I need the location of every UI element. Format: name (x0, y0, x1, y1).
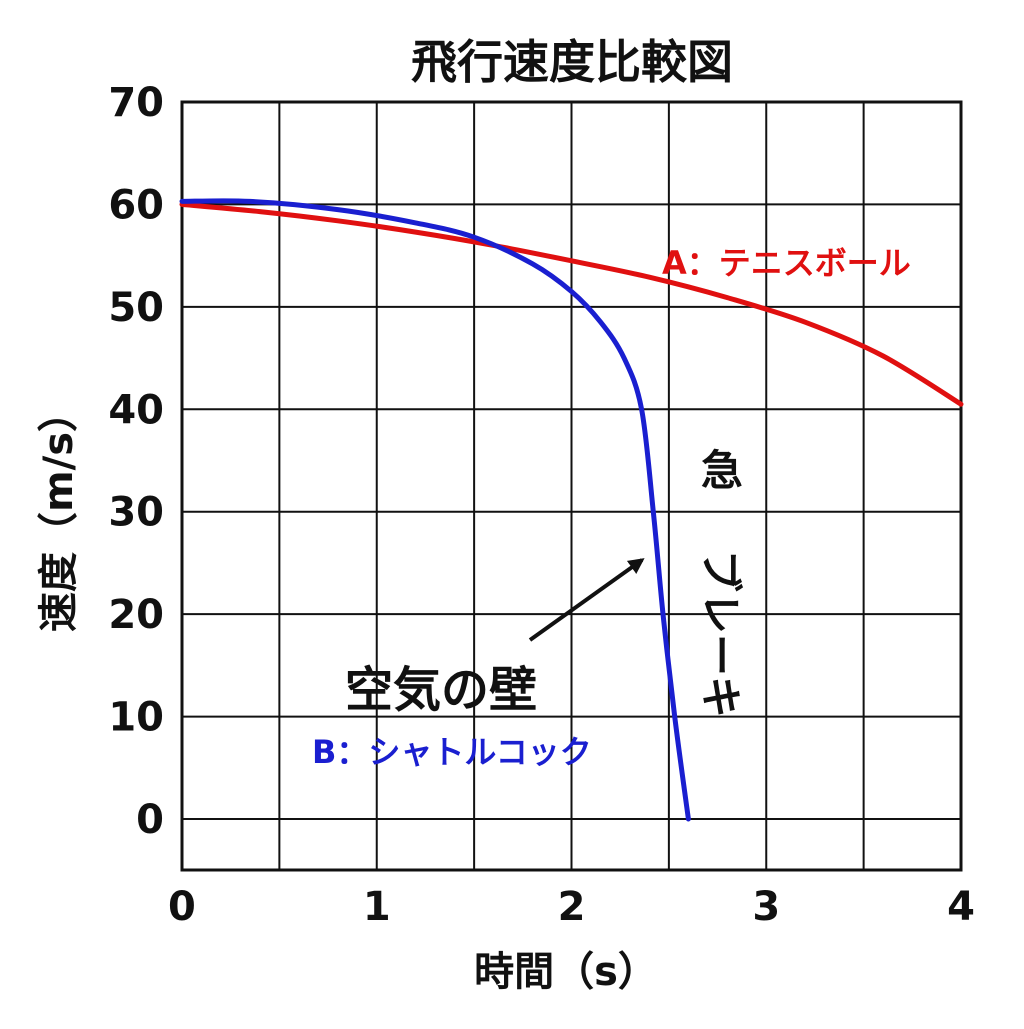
y-axis-label: 速度（m/s） (36, 392, 82, 632)
series-lines (179, 198, 964, 822)
x-tick-label: 1 (363, 884, 391, 930)
air-wall-arrow (528, 558, 645, 642)
y-tick-label: 10 (108, 695, 164, 741)
y-tick-label: 60 (108, 182, 164, 228)
y-tick-label: 20 (108, 592, 164, 638)
x-tick-label: 3 (752, 884, 780, 930)
y-tick-label: 30 (108, 490, 164, 536)
y-tick-labels: 0 10 20 30 40 50 60 70 (108, 80, 164, 843)
x-axis-label: 時間（s） (474, 949, 658, 995)
plot-frame (180, 100, 963, 872)
chart-title: 飛行速度比較図 (411, 35, 733, 89)
y-tick-label: 50 (108, 285, 164, 331)
x-tick-label: 0 (168, 884, 196, 930)
x-tick-label: 2 (558, 884, 586, 930)
sudden-brake-annotation-2: ブレーキ (696, 550, 745, 718)
series-label-tennis-ball: A：テニスボール (662, 244, 911, 282)
air-wall-annotation: 空気の壁 (345, 662, 537, 718)
y-tick-label: 70 (108, 80, 164, 126)
sudden-brake-annotation-1: 急 (701, 446, 743, 495)
y-tick-label: 0 (136, 797, 164, 843)
series-label-shuttlecock: B：シャトルコック (312, 733, 592, 771)
x-tick-labels: 0 1 2 3 4 (168, 884, 975, 930)
grid (182, 102, 961, 870)
y-tick-label: 40 (108, 387, 164, 433)
series-line-shuttlecock (179, 198, 691, 822)
series-line-tennis-ball (179, 201, 964, 407)
x-tick-label: 4 (947, 884, 975, 930)
